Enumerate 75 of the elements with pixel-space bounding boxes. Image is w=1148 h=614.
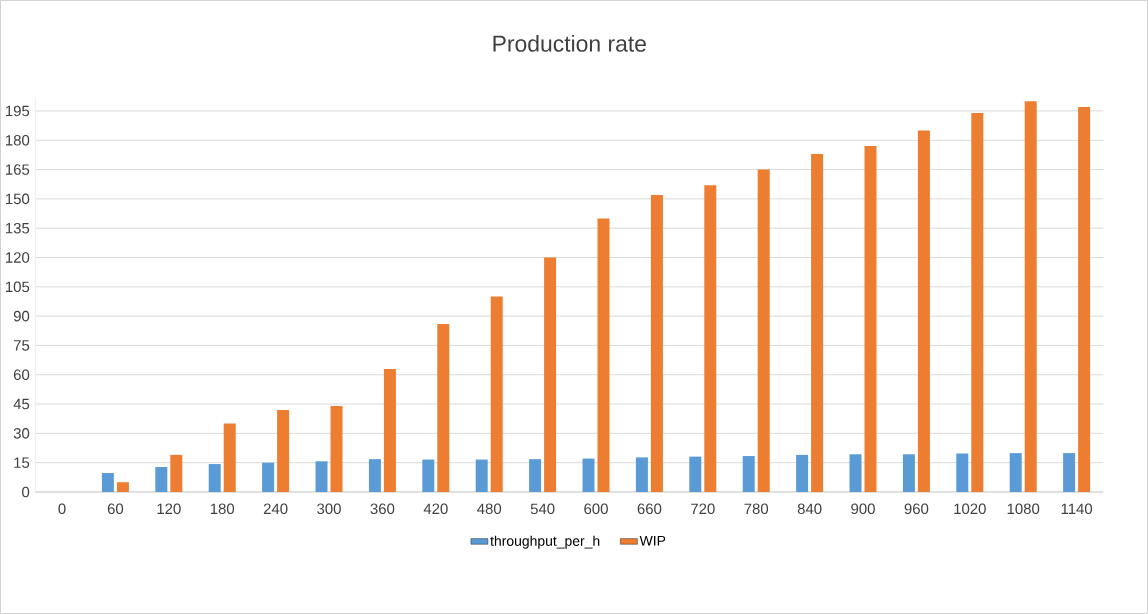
- bar: [597, 218, 610, 492]
- x-tick-label: 0: [58, 503, 66, 515]
- x-tick-label: 360: [370, 503, 395, 515]
- x-tick-label: 600: [584, 503, 608, 515]
- y-tick-label: 45: [13, 398, 30, 410]
- y-tick-label: 165: [6, 164, 30, 175]
- bar: [330, 406, 343, 492]
- bar: [650, 194, 663, 492]
- y-tick-label: 30: [13, 428, 30, 439]
- bar: [529, 459, 542, 492]
- bar: [689, 456, 702, 492]
- x-tick-label: 780: [744, 503, 769, 515]
- bar: [757, 169, 770, 492]
- bar: [956, 453, 969, 492]
- bar: [582, 458, 595, 492]
- bar: [437, 323, 450, 492]
- bar: [902, 454, 915, 492]
- x-tick-label: 660: [637, 503, 662, 515]
- bar: [155, 466, 168, 492]
- y-tick-label: 150: [6, 193, 30, 205]
- bar: [208, 464, 221, 492]
- y-tick-label: 15: [14, 457, 30, 468]
- bar: [101, 473, 114, 492]
- bar: [971, 112, 984, 492]
- y-tick-label: 0: [22, 486, 30, 498]
- bar: [544, 257, 557, 492]
- x-tick-label: 480: [477, 503, 502, 515]
- x-tick-label: 1140: [1061, 503, 1093, 515]
- bar: [811, 153, 824, 492]
- y-tick-label: 90: [13, 310, 30, 322]
- y-tick-label: 120: [6, 252, 30, 263]
- bar: [864, 146, 877, 492]
- bar: [635, 457, 648, 492]
- legend-label: WIP: [639, 535, 666, 546]
- y-tick-label: 105: [6, 281, 30, 293]
- y-tick-label: 60: [13, 369, 30, 381]
- bar: [262, 462, 275, 492]
- x-tick-label: 720: [691, 503, 715, 515]
- x-tick-label: 1020: [954, 503, 986, 515]
- bar: [704, 185, 717, 492]
- bar: [796, 454, 809, 492]
- bar: [277, 409, 290, 492]
- bar: [422, 459, 435, 492]
- x-tick-label: 420: [423, 503, 448, 515]
- y-tick-label: 135: [6, 222, 30, 234]
- bar: [475, 459, 488, 492]
- x-tick-label: 300: [317, 503, 341, 515]
- bar: [315, 461, 328, 492]
- x-tick-label: 180: [210, 503, 235, 515]
- bar: [368, 459, 381, 492]
- bar: [742, 456, 755, 492]
- bar: [170, 454, 183, 492]
- x-tick-label: 1080: [1007, 503, 1040, 515]
- x-tick-label: 900: [851, 503, 875, 515]
- bar: [849, 454, 862, 492]
- bar: [1063, 453, 1076, 492]
- bar: [116, 482, 129, 492]
- bar: [223, 423, 236, 492]
- bar: [917, 130, 930, 492]
- bar: [1078, 107, 1091, 492]
- chart-title: Production rate: [493, 34, 646, 52]
- x-tick-label: 60: [107, 503, 124, 515]
- x-tick-label: 840: [797, 503, 822, 515]
- x-tick-label: 240: [263, 503, 288, 515]
- x-tick-label: 540: [530, 503, 555, 515]
- x-tick-label: 960: [904, 503, 929, 515]
- bar: [1024, 101, 1037, 492]
- bar: [1009, 453, 1022, 492]
- y-tick-label: 195: [6, 105, 30, 117]
- legend-label: throughput_per_h: [490, 535, 600, 549]
- y-tick-label: 75: [13, 340, 30, 351]
- y-tick-label: 180: [6, 134, 30, 146]
- bar: [490, 296, 503, 492]
- x-tick-label: 120: [157, 503, 181, 515]
- bar: [383, 368, 396, 492]
